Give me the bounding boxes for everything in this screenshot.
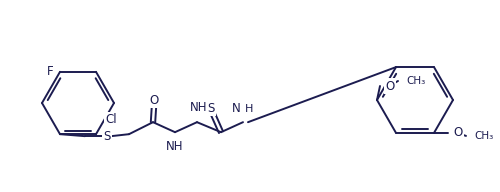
Text: CH₃: CH₃: [406, 76, 425, 86]
Text: N: N: [232, 102, 241, 115]
Text: S: S: [104, 130, 110, 143]
Text: O: O: [150, 94, 158, 107]
Text: CH₃: CH₃: [474, 131, 493, 141]
Text: S: S: [208, 102, 214, 115]
Text: O: O: [453, 126, 462, 139]
Text: NH: NH: [190, 101, 208, 114]
Text: NH: NH: [166, 140, 184, 153]
Text: H: H: [245, 104, 254, 114]
Text: F: F: [46, 65, 53, 78]
Text: O: O: [385, 79, 394, 93]
Text: Cl: Cl: [105, 113, 117, 126]
